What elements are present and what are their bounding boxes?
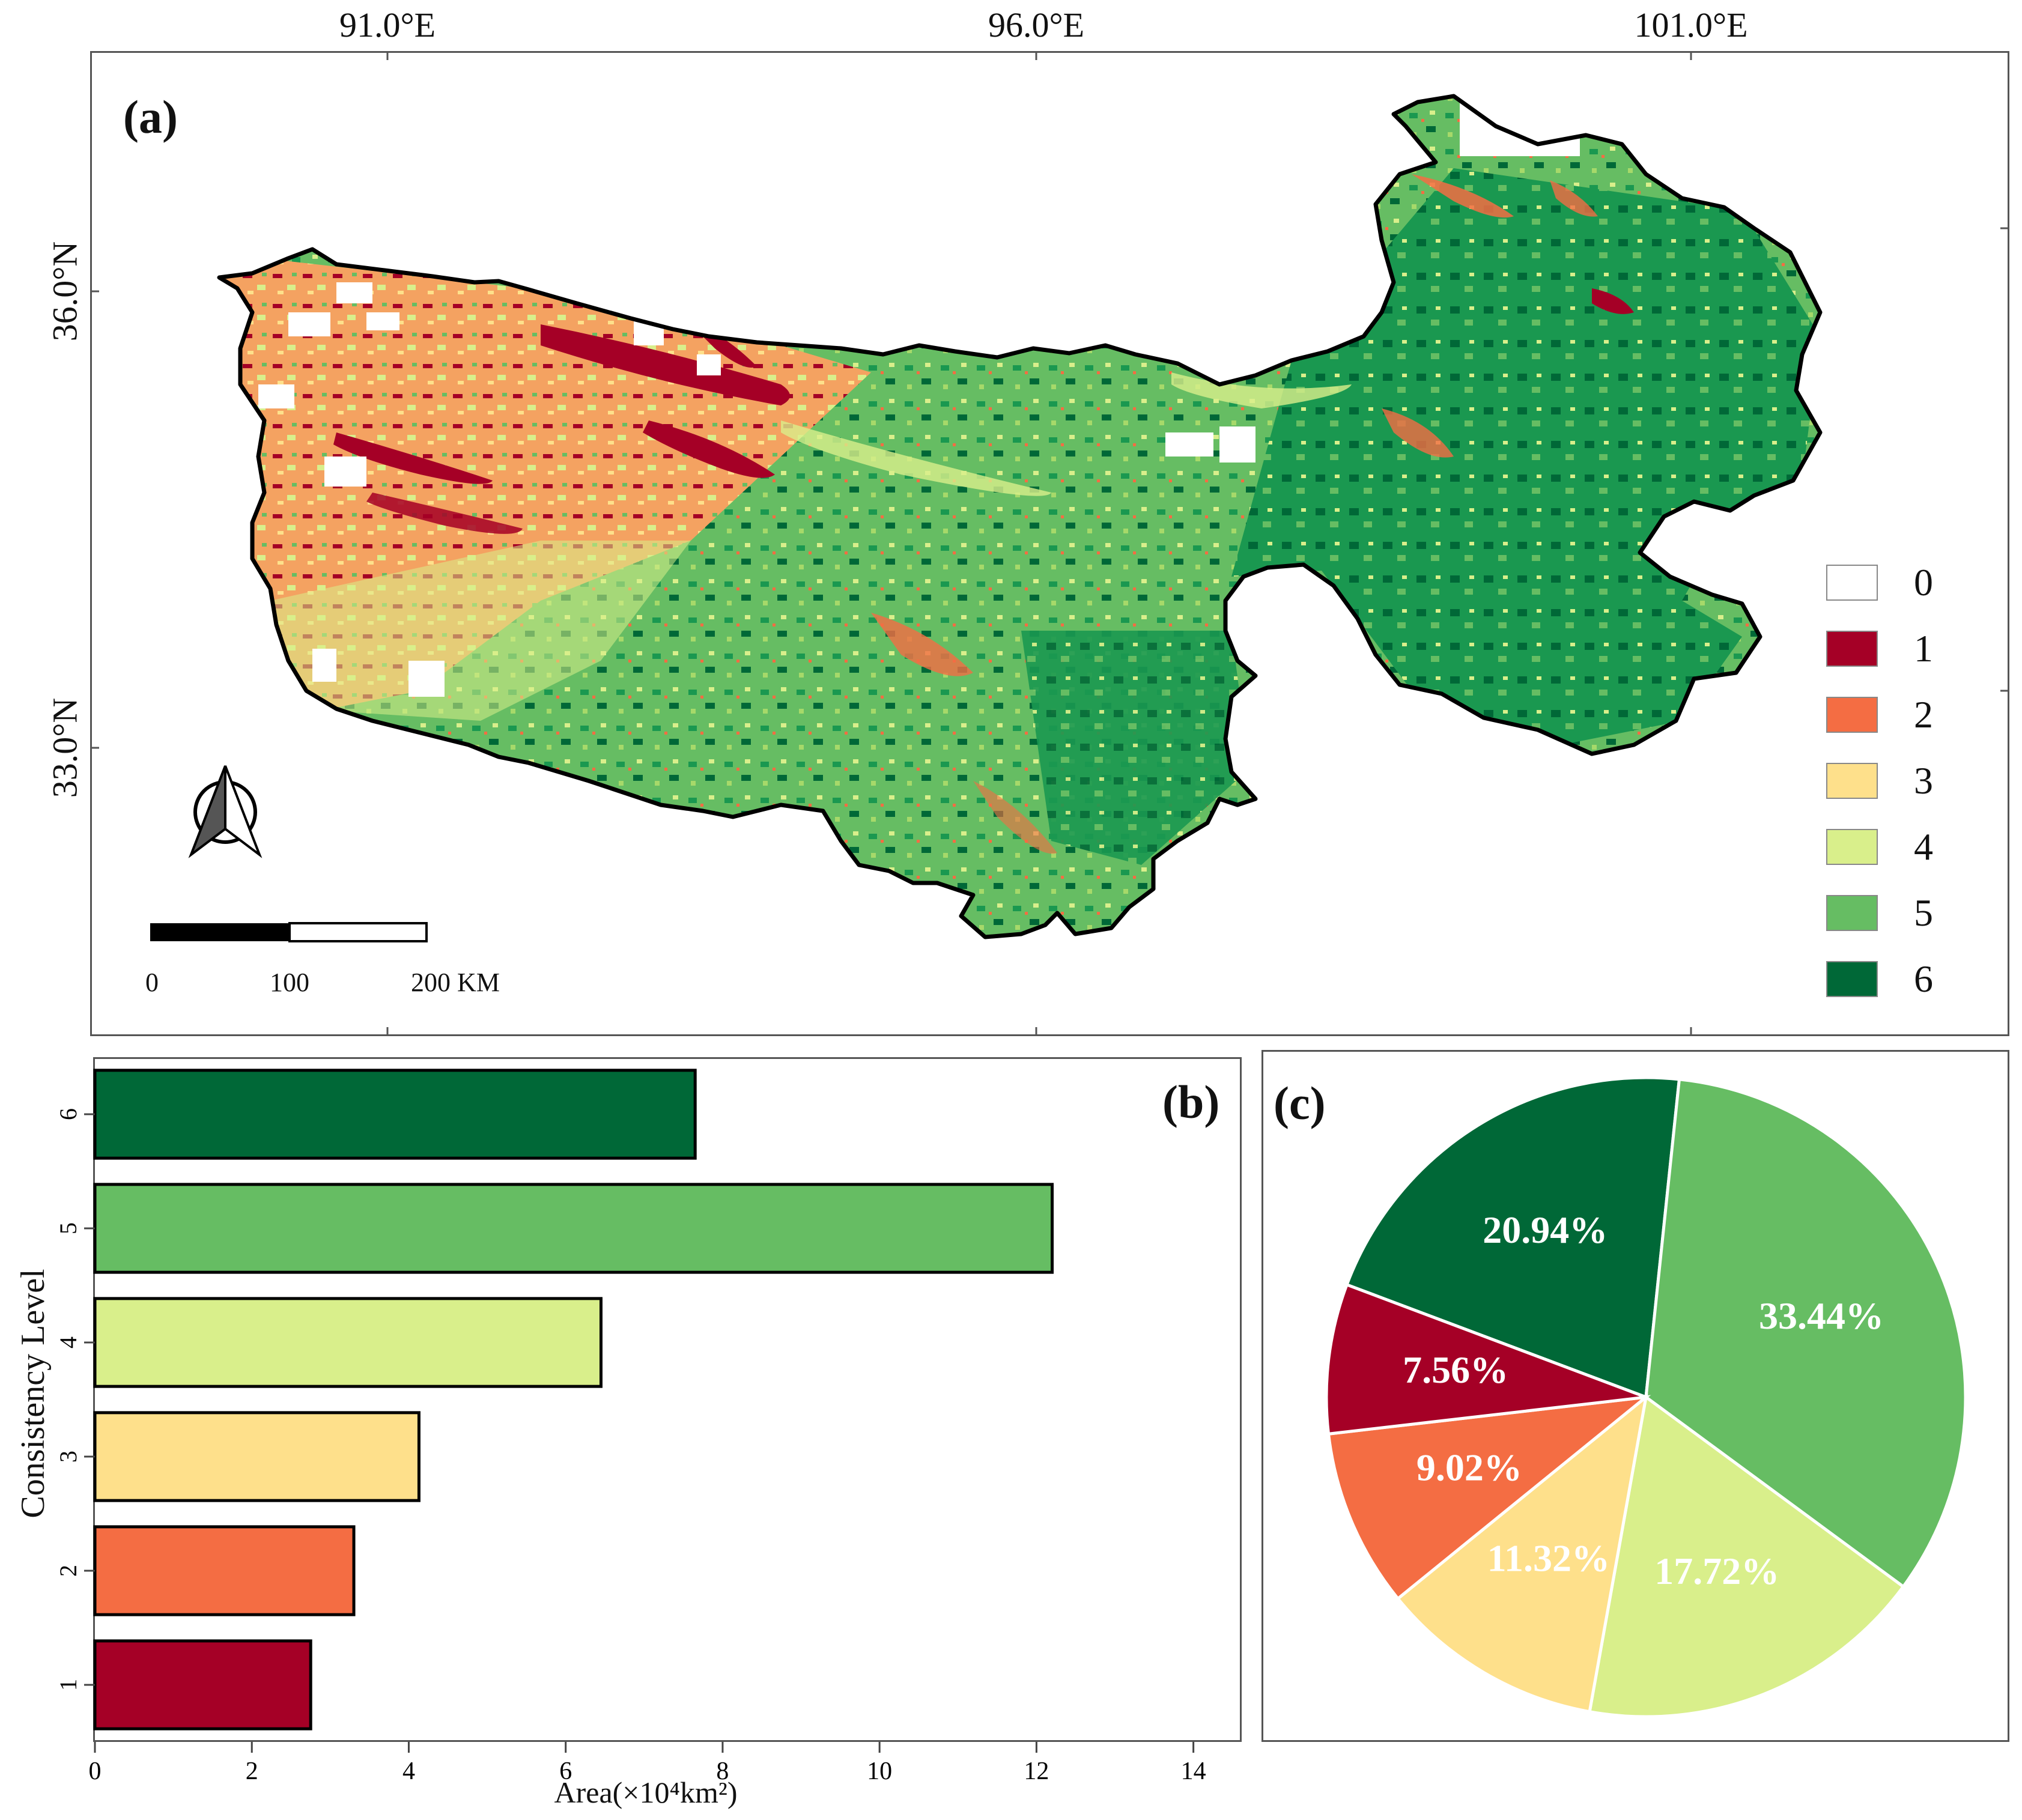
- bar-chart-xlabel: Area(×10⁴km²): [554, 1776, 738, 1809]
- legend-swatch-6: [1826, 961, 1878, 997]
- y-tick-label-6: 6: [55, 1108, 82, 1120]
- pie-slice-level-5: [1644, 1078, 1967, 1589]
- panel-tag-c: (c): [1274, 1077, 1326, 1129]
- x-tick-label-12: 12: [1024, 1758, 1049, 1785]
- pie-label-level-4: 17.72%: [1654, 1550, 1779, 1592]
- scale-label-100: 100: [270, 968, 309, 997]
- legend-label-1: 1: [1914, 627, 1933, 670]
- pie-slice-level-6: [1344, 1076, 1681, 1400]
- scale-bar: [150, 922, 428, 942]
- legend-label-0: 0: [1914, 561, 1933, 604]
- pie-slice-level-3: [1395, 1393, 1648, 1714]
- north-arrow-icon: [188, 765, 263, 858]
- y-tick-label-3: 3: [55, 1451, 82, 1463]
- y-tick-label-1: 1: [55, 1679, 82, 1691]
- legend-label-6: 6: [1914, 957, 1933, 1000]
- bar-level-1: [93, 1639, 312, 1731]
- legend-item-2: 2: [1826, 693, 1933, 736]
- legend-label-2: 2: [1914, 693, 1933, 736]
- y-tick-label-5: 5: [55, 1222, 82, 1234]
- bar-level-3: [93, 1411, 420, 1502]
- legend-item-1: 1: [1826, 627, 1933, 670]
- x-tick-label-2: 2: [246, 1758, 258, 1785]
- x-tick-label-0: 0: [89, 1758, 102, 1785]
- pie-slice-level-1: [1325, 1282, 1647, 1436]
- legend-swatch-1: [1826, 631, 1878, 667]
- pie-label-level-3: 11.32%: [1487, 1537, 1610, 1580]
- legend-swatch-0: [1826, 565, 1878, 601]
- panel-tag-a: (a): [123, 91, 178, 143]
- legend-label-4: 4: [1914, 825, 1933, 868]
- pie-slice-level-4: [1588, 1394, 1905, 1718]
- scale-label-0: 0: [145, 968, 159, 997]
- legend-swatch-5: [1826, 895, 1878, 931]
- x-tick-label-14: 14: [1181, 1758, 1206, 1785]
- bar-level-2: [93, 1525, 356, 1616]
- y-tick-label-2: 2: [55, 1565, 82, 1577]
- bar-level-5: [93, 1183, 1054, 1274]
- lon-label-101: 101.0°E: [1634, 5, 1748, 44]
- bar-level-6: [93, 1069, 697, 1160]
- x-tick-label-6: 6: [559, 1758, 572, 1785]
- legend-item-0: 0: [1826, 561, 1933, 604]
- pie-label-level-2: 9.02%: [1416, 1446, 1522, 1489]
- y-tick-label-4: 4: [55, 1336, 82, 1348]
- legend-item-6: 6: [1826, 957, 1933, 1000]
- lon-label-91: 91.0°E: [339, 5, 436, 44]
- scale-label-200: 200 KM: [411, 968, 500, 997]
- legend-swatch-3: [1826, 763, 1878, 799]
- legend-label-5: 5: [1914, 891, 1933, 934]
- legend-label-3: 3: [1914, 759, 1933, 802]
- bar-chart-panel: [93, 1057, 1242, 1742]
- x-tick-label-4: 4: [402, 1758, 415, 1785]
- x-tick-label-8: 8: [716, 1758, 729, 1785]
- pie-label-level-6: 20.94%: [1483, 1209, 1608, 1251]
- pie-chart: 20.94% 33.44% 17.72% 11.32% 9.02% 7.56%: [1325, 1076, 1967, 1718]
- legend-swatch-4: [1826, 829, 1878, 865]
- legend-item-3: 3: [1826, 759, 1933, 802]
- pie-slice-level-2: [1326, 1395, 1651, 1601]
- legend-item-4: 4: [1826, 825, 1933, 868]
- x-tick-label-10: 10: [867, 1758, 892, 1785]
- lon-label-96: 96.0°E: [988, 5, 1085, 44]
- legend-swatch-2: [1826, 697, 1878, 733]
- pie-label-level-1: 7.56%: [1403, 1348, 1508, 1391]
- legend-item-5: 5: [1826, 891, 1933, 934]
- pie-label-level-5: 33.44%: [1759, 1294, 1884, 1337]
- map-graphic: [90, 51, 2009, 1036]
- panel-tag-b: (b): [1162, 1076, 1220, 1128]
- bar-level-4: [93, 1297, 603, 1388]
- bar-chart-ylabel: Consistency Level: [14, 1269, 52, 1518]
